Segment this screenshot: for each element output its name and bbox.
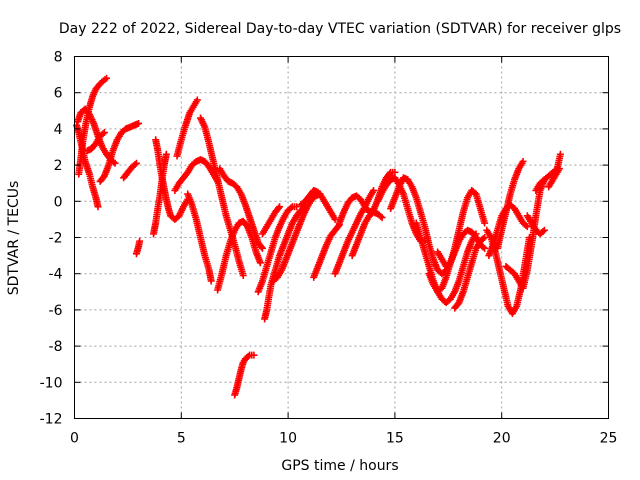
data-point bbox=[370, 186, 378, 194]
x-tick-label: 0 bbox=[70, 431, 79, 447]
data-point bbox=[250, 351, 258, 359]
y-tick-label: 8 bbox=[54, 50, 63, 66]
x-tick-label: 10 bbox=[279, 431, 297, 447]
series-arc-5 bbox=[120, 159, 140, 182]
data-point bbox=[523, 223, 531, 231]
axis-ticks: 0 5 10 15 20 25 -12 -10 -8 -6 -4 -2 0 2 4 6 8 bbox=[40, 50, 618, 447]
data-point bbox=[256, 259, 264, 267]
series-arc-35 bbox=[502, 176, 548, 292]
data-point bbox=[540, 226, 548, 234]
series-arc-3 bbox=[73, 121, 102, 211]
x-tick-label: 5 bbox=[177, 431, 186, 447]
data-point bbox=[193, 96, 201, 104]
series-arc-13 bbox=[197, 114, 247, 280]
y-tick-label: -12 bbox=[40, 412, 63, 428]
y-axis-label: SDTVAR / TECUs bbox=[6, 181, 22, 296]
series-arc-27 bbox=[387, 174, 450, 278]
x-tick-label: 20 bbox=[493, 431, 511, 447]
series-arc-18 bbox=[254, 203, 301, 296]
y-tick-label: 2 bbox=[54, 158, 63, 174]
data-point bbox=[131, 160, 139, 168]
data-point bbox=[276, 203, 284, 211]
y-tick-label: -10 bbox=[40, 375, 63, 391]
series-arc-29 bbox=[425, 186, 489, 296]
series-arc-11 bbox=[173, 96, 201, 160]
x-tick-label: 25 bbox=[600, 431, 618, 447]
data-point bbox=[274, 204, 282, 212]
series-arc-15 bbox=[216, 165, 266, 252]
series-arc-25 bbox=[348, 208, 386, 260]
data-point bbox=[539, 227, 547, 235]
y-tick-label: 6 bbox=[54, 86, 63, 102]
series-arc-36 bbox=[523, 212, 548, 238]
data-marks bbox=[73, 74, 564, 399]
series-arc-6 bbox=[132, 237, 144, 258]
series-arc-22 bbox=[310, 221, 343, 281]
data-point bbox=[377, 212, 385, 220]
chart-title: Day 222 of 2022, Sidereal Day-to-day VTE… bbox=[59, 21, 621, 37]
y-tick-label: -8 bbox=[49, 339, 63, 355]
data-point bbox=[132, 159, 140, 167]
data-point bbox=[99, 130, 107, 138]
data-point bbox=[110, 158, 118, 166]
data-point bbox=[386, 170, 394, 178]
data-point bbox=[244, 352, 252, 360]
data-point bbox=[136, 237, 144, 245]
series-arc-4 bbox=[96, 119, 143, 185]
data-point bbox=[481, 244, 489, 252]
x-tick-label: 15 bbox=[386, 431, 404, 447]
x-axis-label: GPS time / hours bbox=[281, 458, 398, 474]
series-arc-23 bbox=[331, 186, 378, 278]
series-arc-21 bbox=[297, 186, 339, 223]
series-arc-20 bbox=[258, 203, 284, 238]
data-point bbox=[94, 203, 102, 211]
series-arc-12 bbox=[184, 190, 215, 285]
y-tick-label: -4 bbox=[49, 267, 63, 283]
series-arc-7 bbox=[83, 129, 108, 155]
series-arc-34 bbox=[493, 157, 527, 252]
y-tick-label: 4 bbox=[54, 122, 63, 138]
data-point bbox=[239, 272, 247, 280]
data-point bbox=[481, 234, 489, 241]
series-arc-9 bbox=[152, 136, 192, 223]
series-arc-30 bbox=[434, 226, 489, 270]
y-tick-label: 0 bbox=[54, 194, 63, 210]
data-point bbox=[479, 235, 487, 243]
series-arc-16 bbox=[231, 351, 258, 399]
data-point bbox=[556, 150, 564, 158]
data-point bbox=[103, 74, 111, 82]
data-point bbox=[207, 277, 215, 285]
data-point bbox=[257, 243, 265, 251]
data-point bbox=[479, 243, 487, 251]
data-point bbox=[258, 244, 266, 252]
series-arc-38 bbox=[545, 165, 563, 191]
data-point bbox=[519, 157, 527, 165]
y-tick-label: -2 bbox=[49, 231, 63, 247]
data-point bbox=[522, 221, 530, 229]
series-arc-31 bbox=[451, 234, 489, 312]
data-point bbox=[378, 214, 386, 222]
data-point bbox=[162, 150, 170, 158]
data-point bbox=[135, 119, 143, 127]
y-tick-label: -6 bbox=[49, 303, 63, 319]
data-point bbox=[481, 219, 489, 227]
data-point bbox=[287, 204, 295, 212]
series-arc-17 bbox=[261, 203, 309, 323]
data-point bbox=[293, 203, 301, 211]
data-point bbox=[334, 222, 342, 230]
data-point bbox=[555, 165, 563, 173]
data-point bbox=[100, 129, 108, 137]
series-arc-2 bbox=[75, 74, 111, 178]
